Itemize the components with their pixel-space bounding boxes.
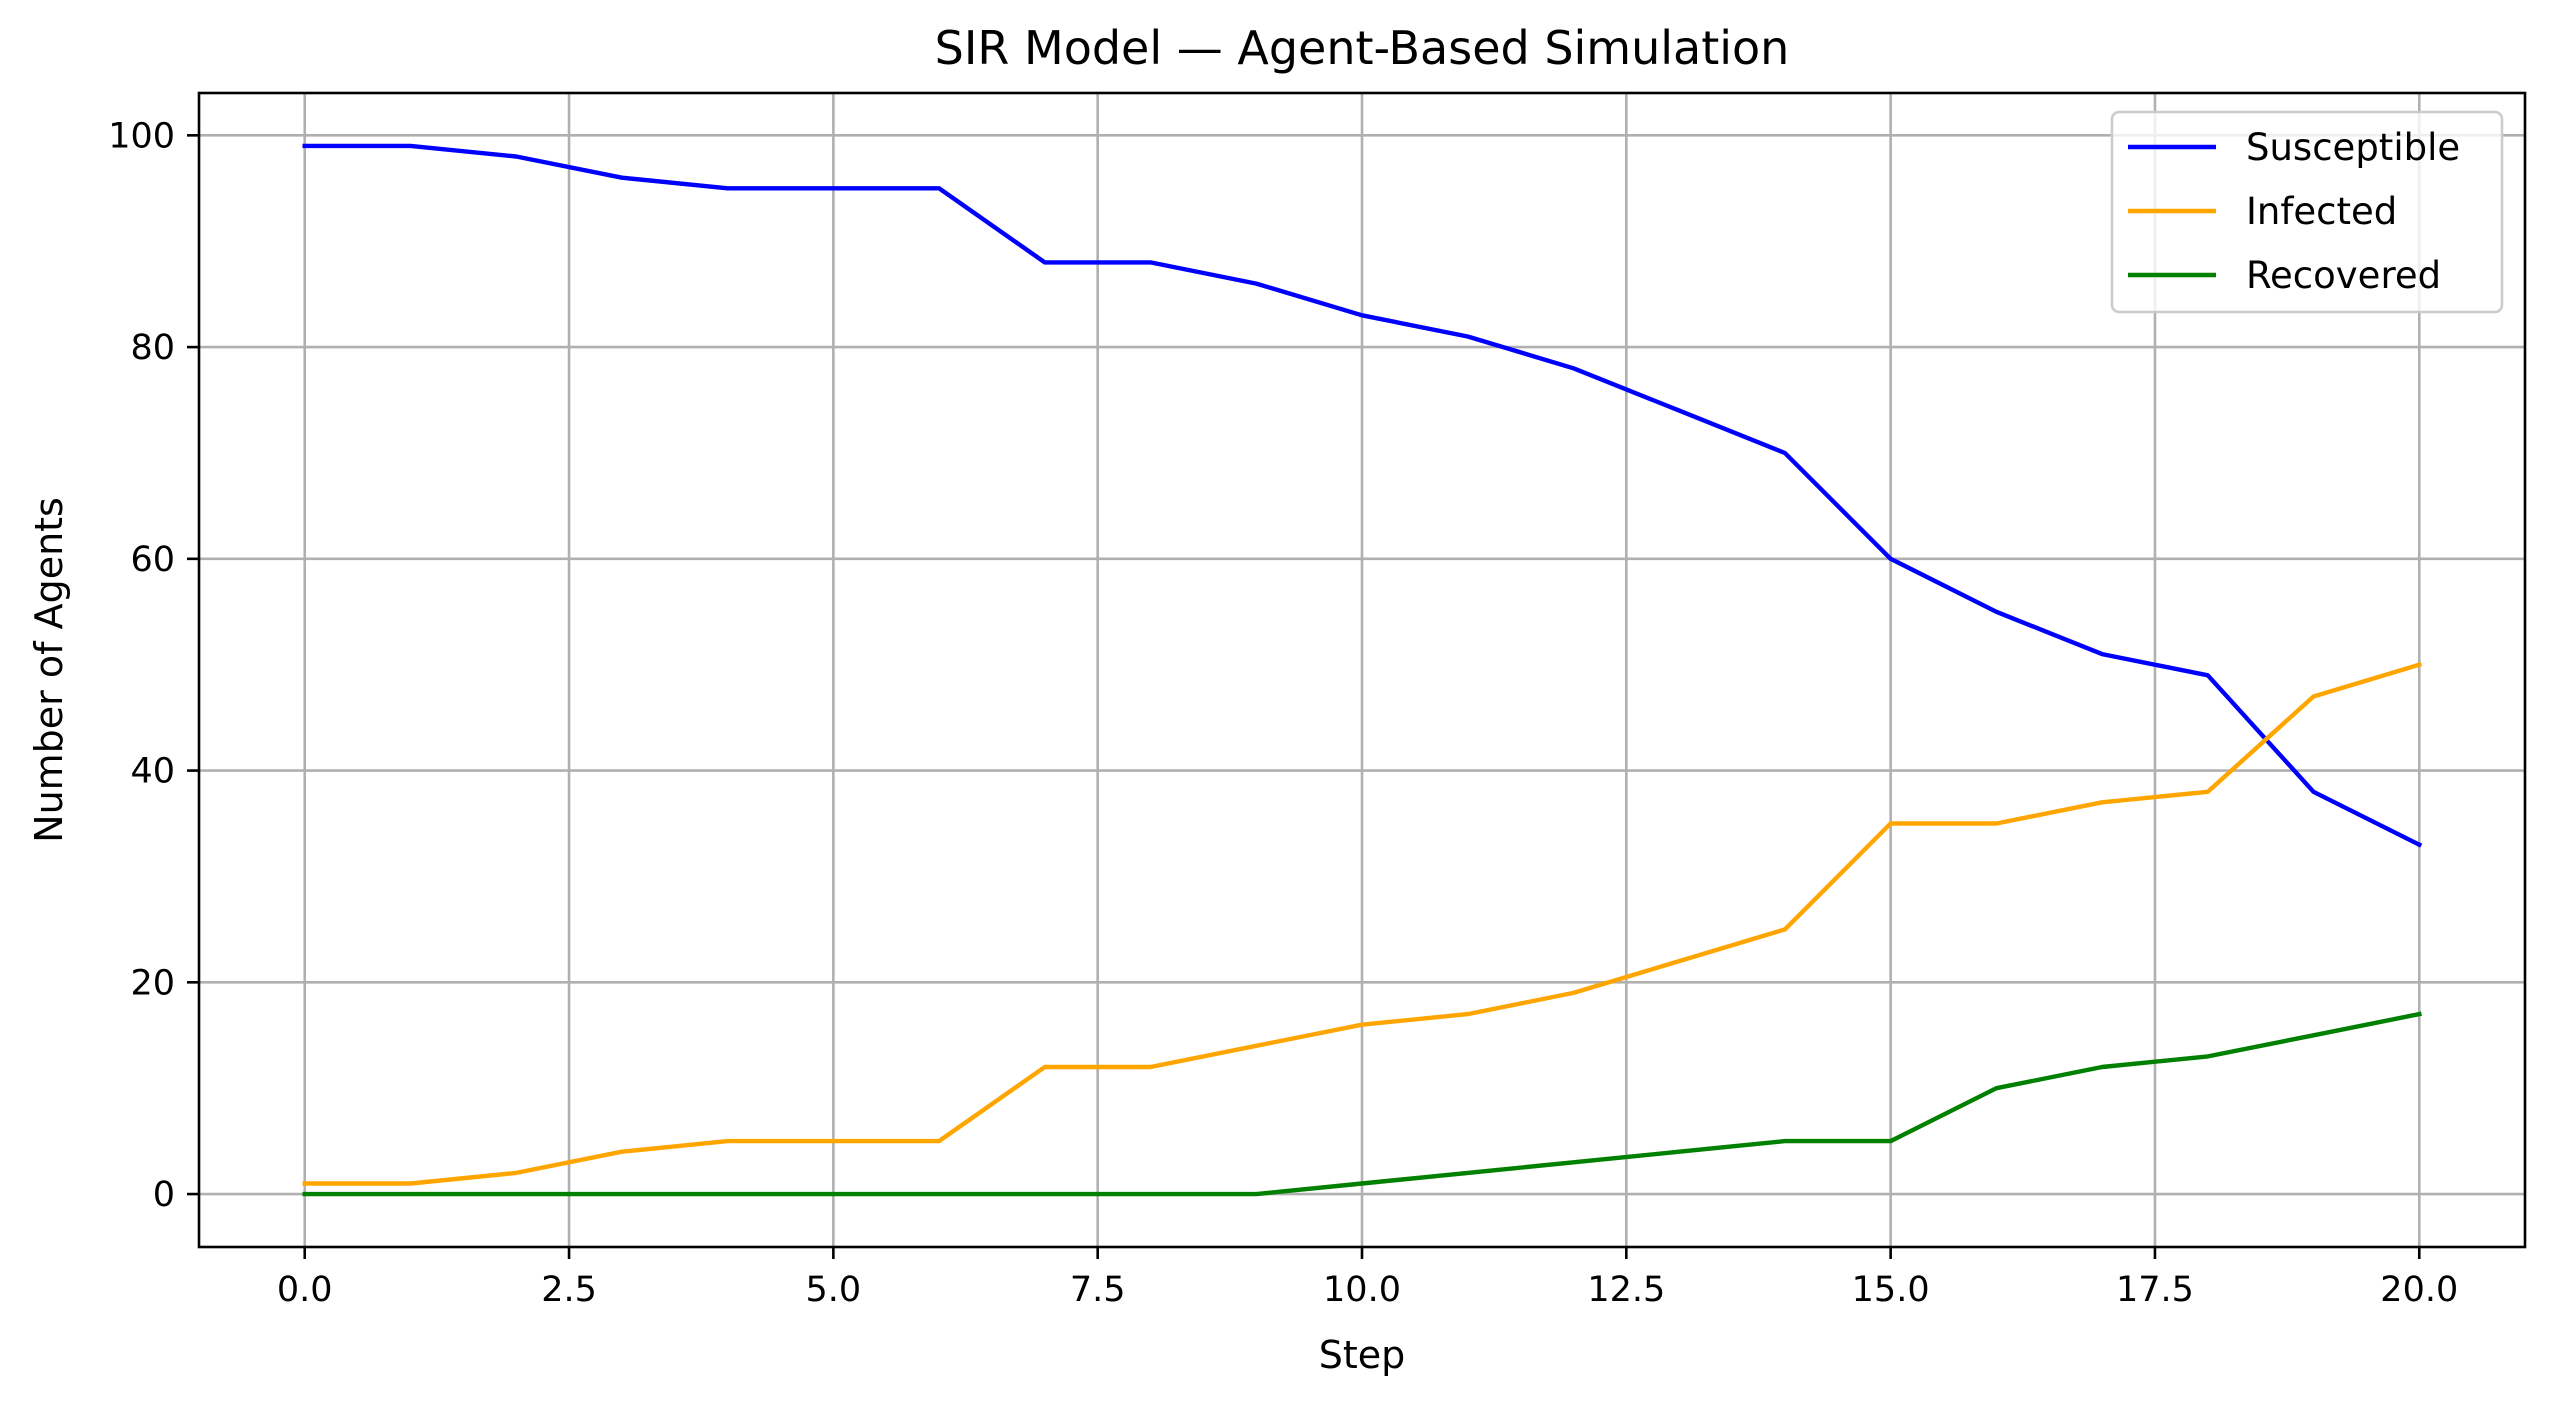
y-tick-label: 40 — [130, 752, 175, 792]
series-line-infected — [302, 661, 2423, 1186]
legend-label-infected: Infected — [2246, 190, 2397, 233]
legend-label-susceptible: Susceptible — [2246, 126, 2460, 169]
chart-title: SIR Model — Agent-Based Simulation — [935, 21, 1790, 75]
series-lines — [302, 143, 2423, 1197]
x-tick-label: 5.0 — [806, 1270, 862, 1310]
y-axis-ticks: 0 20 40 60 80 100 — [108, 116, 199, 1215]
y-tick-label: 100 — [108, 116, 175, 156]
x-tick-label: 7.5 — [1070, 1270, 1126, 1310]
x-tick-label: 0.0 — [277, 1270, 333, 1310]
legend-label-recovered: Recovered — [2246, 254, 2441, 297]
x-tick-label: 10.0 — [1323, 1270, 1401, 1310]
x-tick-label: 17.5 — [2116, 1270, 2194, 1310]
y-tick-label: 0 — [153, 1175, 175, 1215]
series-line-recovered — [302, 1011, 2422, 1197]
x-axis-ticks: 0.0 2.5 5.0 7.5 10.0 12.5 15.0 17.5 20.0 — [277, 1247, 2458, 1310]
x-tick-label: 2.5 — [541, 1270, 597, 1310]
y-tick-label: 60 — [130, 540, 175, 580]
x-tick-label: 15.0 — [1852, 1270, 1930, 1310]
y-tick-label: 80 — [130, 328, 175, 368]
legend: Susceptible Infected Recovered — [2110, 110, 2504, 314]
y-tick-label: 20 — [130, 963, 175, 1003]
x-axis-label: Step — [1319, 1333, 1406, 1377]
series-line-susceptible — [302, 143, 2423, 848]
x-tick-label: 12.5 — [1587, 1270, 1665, 1310]
legend-frame — [2110, 110, 2504, 314]
x-tick-label: 20.0 — [2380, 1270, 2458, 1310]
y-axis-label: Number of Agents — [27, 497, 71, 843]
